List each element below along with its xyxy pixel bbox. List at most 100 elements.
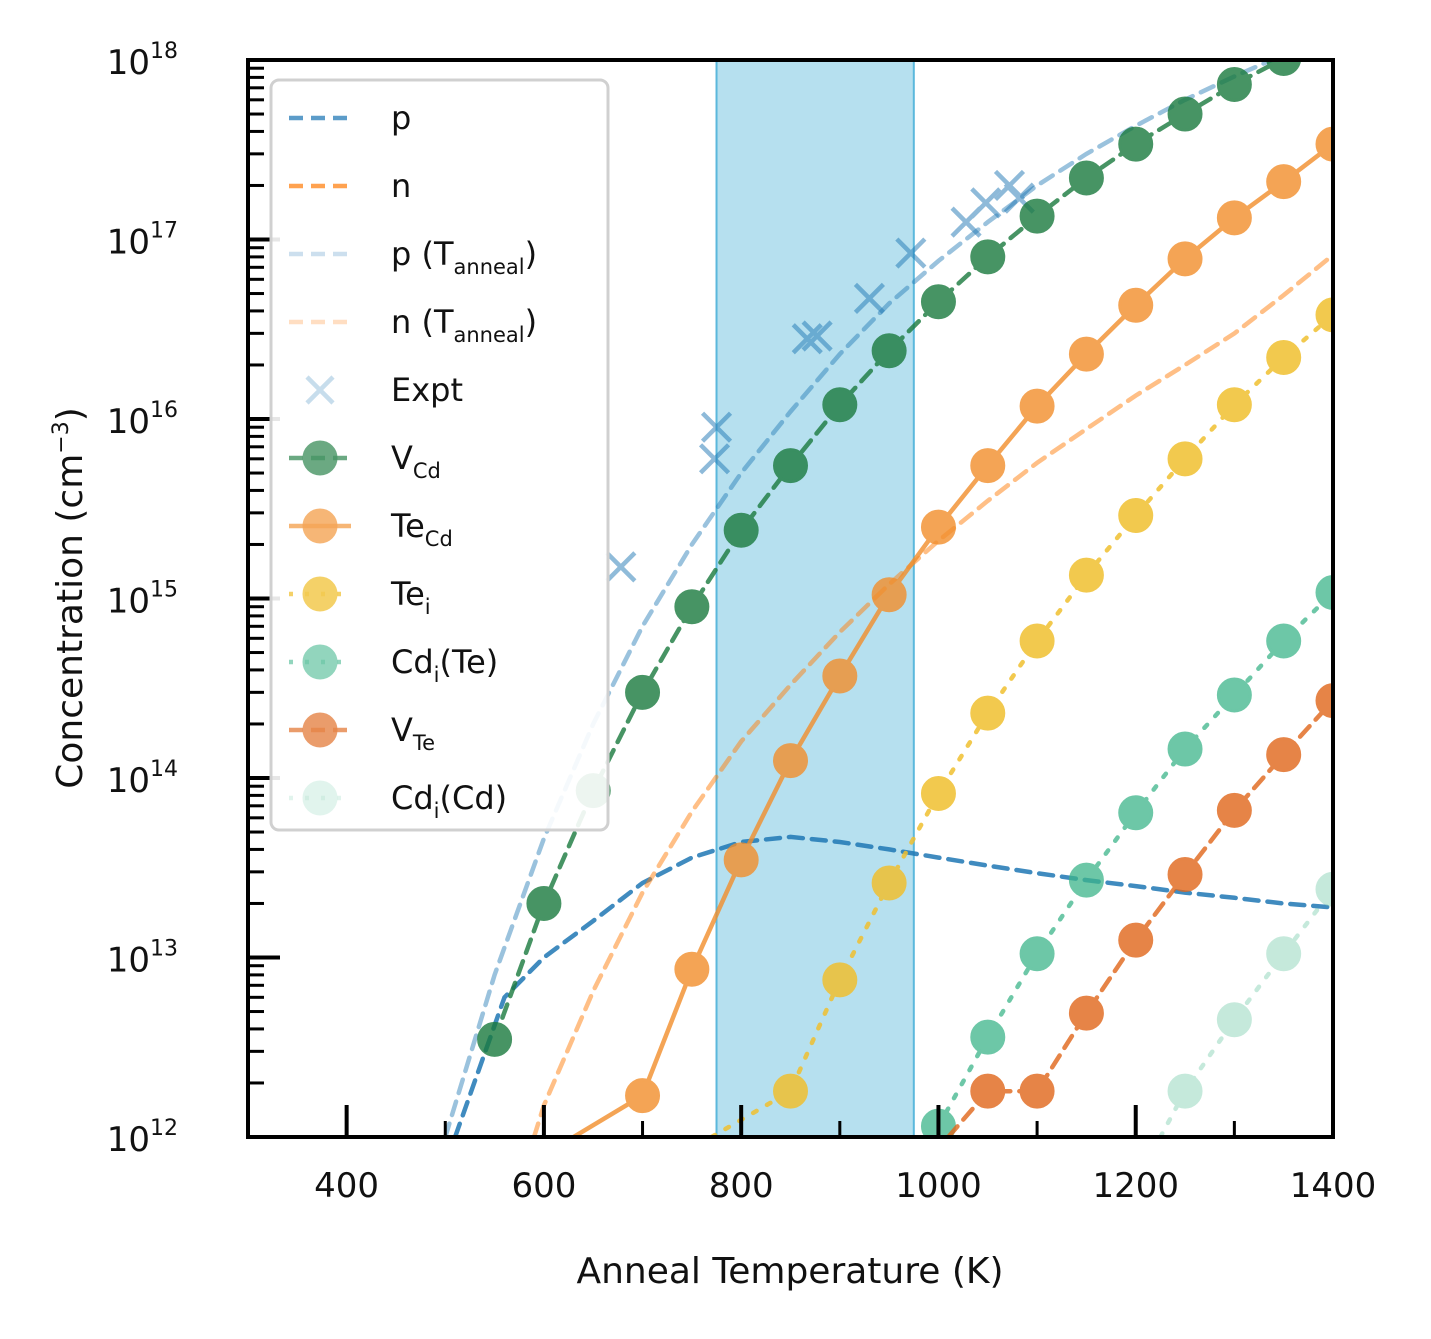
legend-marker-v_te (302, 712, 338, 748)
y-tick-label: 1013 (107, 937, 178, 981)
point-v_cd (1167, 96, 1203, 132)
point-cd_i_te (1315, 575, 1333, 610)
point-te_i (1315, 297, 1333, 333)
point-te_cd (1216, 200, 1252, 236)
point-v_cd (1118, 126, 1154, 162)
series-cd_i_cd (1158, 871, 1333, 1137)
legend-label-p: p (391, 99, 411, 137)
point-v_cd (625, 674, 661, 710)
legend-item-v_cd (289, 440, 351, 476)
point-v_te (1216, 792, 1252, 828)
point-v_te (970, 1073, 1006, 1109)
point-te_i (1118, 497, 1154, 533)
legend-item-te_cd (289, 508, 351, 544)
legend-label-cd_i_te: Cdi(Te) (391, 643, 498, 687)
legend-item-cd_i_te (289, 644, 351, 680)
x-tick-label: 400 (314, 1166, 379, 1206)
x-tick-label: 1000 (895, 1166, 982, 1206)
point-cd_i_te (970, 1019, 1006, 1055)
x-tick-label: 1200 (1092, 1166, 1179, 1206)
x-axis-title: Anneal Temperature (K) (576, 1251, 1003, 1292)
point-v_cd (526, 885, 562, 921)
series-line-p (452, 834, 1333, 1137)
legend-label-n: n (391, 167, 411, 205)
series-cd_i_te (920, 575, 1333, 1137)
point-te_cd (723, 842, 759, 878)
series-expt (605, 169, 1035, 583)
y-tick-label: 1014 (107, 757, 178, 801)
legend-label-p_anneal: p (Tanneal) (391, 235, 537, 279)
point-te_cd (1167, 241, 1203, 277)
point-v_cd (674, 589, 710, 625)
point-v_cd (723, 512, 759, 548)
y-tick-label: 1012 (107, 1116, 178, 1160)
point-v_te (1118, 922, 1154, 958)
point-v_te (1068, 995, 1104, 1031)
point-cd_i_te (1019, 936, 1055, 972)
point-v_cd (920, 284, 956, 320)
series-layer (443, 18, 1349, 1137)
point-cd_i_cd (1167, 1073, 1203, 1109)
point-te_i (970, 695, 1006, 731)
point-te_cd (1118, 287, 1154, 323)
point-expt (700, 411, 733, 443)
legend-label-n_anneal: n (Tanneal) (391, 303, 537, 347)
point-expt (895, 237, 927, 269)
point-te_cd (1019, 388, 1055, 424)
point-v_cd (1068, 160, 1104, 196)
x-tick-label: 600 (511, 1166, 576, 1206)
point-te_cd (1315, 126, 1333, 162)
y-tick-label: 1018 (107, 39, 178, 83)
legend-marker-v_cd (302, 440, 338, 476)
legend-swatch-expt (305, 375, 335, 405)
point-te_i (920, 775, 956, 811)
point-expt (853, 282, 885, 314)
point-te_cd (625, 1078, 661, 1114)
point-v_cd (1019, 198, 1055, 234)
point-cd_i_te (1266, 623, 1302, 659)
point-te_cd (1068, 336, 1104, 372)
point-te_i (871, 865, 907, 901)
point-cd_i_cd (1216, 1002, 1252, 1038)
point-expt (801, 320, 833, 352)
point-v_te (1019, 1073, 1055, 1109)
series-te_i (709, 297, 1333, 1137)
point-v_cd (1266, 60, 1302, 76)
point-v_cd (477, 1021, 513, 1057)
point-te_cd (1266, 164, 1302, 200)
series-p (452, 834, 1333, 1137)
point-v_cd (773, 448, 808, 484)
point-te_cd (773, 743, 808, 779)
y-axis-title: Concentration (cm−3) (49, 407, 91, 789)
point-te_cd (871, 577, 907, 613)
point-cd_i_te (1068, 862, 1104, 898)
point-te_cd (674, 951, 710, 987)
point-v_cd (822, 387, 858, 423)
legend-item-te_i (289, 576, 351, 612)
y-axis-title-main: Concentration (cm (50, 454, 91, 789)
legend-marker-cd_i_cd (302, 780, 338, 816)
point-cd_i_cd (1315, 871, 1333, 907)
series-v_te (946, 683, 1333, 1137)
point-expt (698, 443, 731, 475)
legend-label-cd_i_cd: Cdi(Cd) (391, 779, 507, 823)
y-axis-title-exponent: −3 (49, 421, 74, 453)
point-expt (970, 187, 1002, 219)
point-cd_i_te (1118, 795, 1154, 831)
point-v_cd (1317, 18, 1349, 50)
y-tick-label: 1016 (107, 398, 178, 442)
legend-marker-te_cd (302, 508, 338, 544)
plot-frame (246, 58, 1335, 1139)
point-v_cd (871, 333, 907, 369)
legend-label-te_i: Tei (390, 575, 431, 619)
point-te_i (1167, 441, 1203, 477)
legend-label-v_te: VTe (391, 711, 435, 755)
y-tick-label: 1015 (107, 578, 178, 622)
point-te_cd (920, 509, 956, 545)
legend: pn p (Tanneal) n (Tanneal) Expt VCd TeCd Tei Cd… (269, 78, 610, 832)
point-te_i (1068, 557, 1104, 593)
y-axis-title-close: ) (50, 407, 91, 421)
point-te_i (773, 1073, 808, 1109)
point-cd_i_te (1216, 677, 1252, 713)
legend-marker-te_i (302, 576, 338, 612)
